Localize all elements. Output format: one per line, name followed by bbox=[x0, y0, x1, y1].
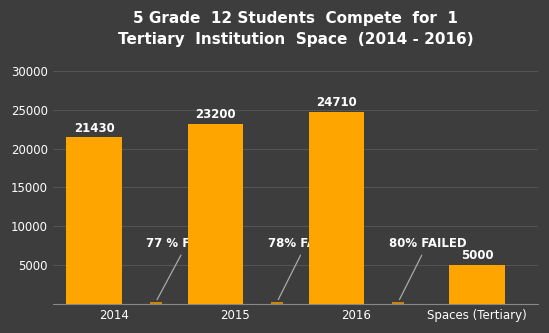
Bar bbox=[188, 124, 243, 304]
Text: 80% FAILED: 80% FAILED bbox=[389, 237, 467, 300]
Text: 23200: 23200 bbox=[195, 108, 236, 121]
Text: 78% FAILED: 78% FAILED bbox=[268, 237, 345, 300]
Text: 21430: 21430 bbox=[74, 122, 115, 135]
Bar bbox=[271, 302, 283, 304]
Bar bbox=[392, 302, 404, 304]
Text: 24710: 24710 bbox=[316, 96, 357, 109]
Title: 5 Grade  12 Students  Compete  for  1
Tertiary  Institution  Space  (2014 - 2016: 5 Grade 12 Students Compete for 1 Tertia… bbox=[117, 11, 473, 47]
Bar bbox=[309, 112, 365, 304]
Text: 5000: 5000 bbox=[461, 249, 494, 262]
Bar bbox=[450, 265, 505, 304]
Bar bbox=[150, 302, 162, 304]
Bar bbox=[66, 138, 122, 304]
Text: 77 % FAILED: 77 % FAILED bbox=[147, 237, 228, 300]
